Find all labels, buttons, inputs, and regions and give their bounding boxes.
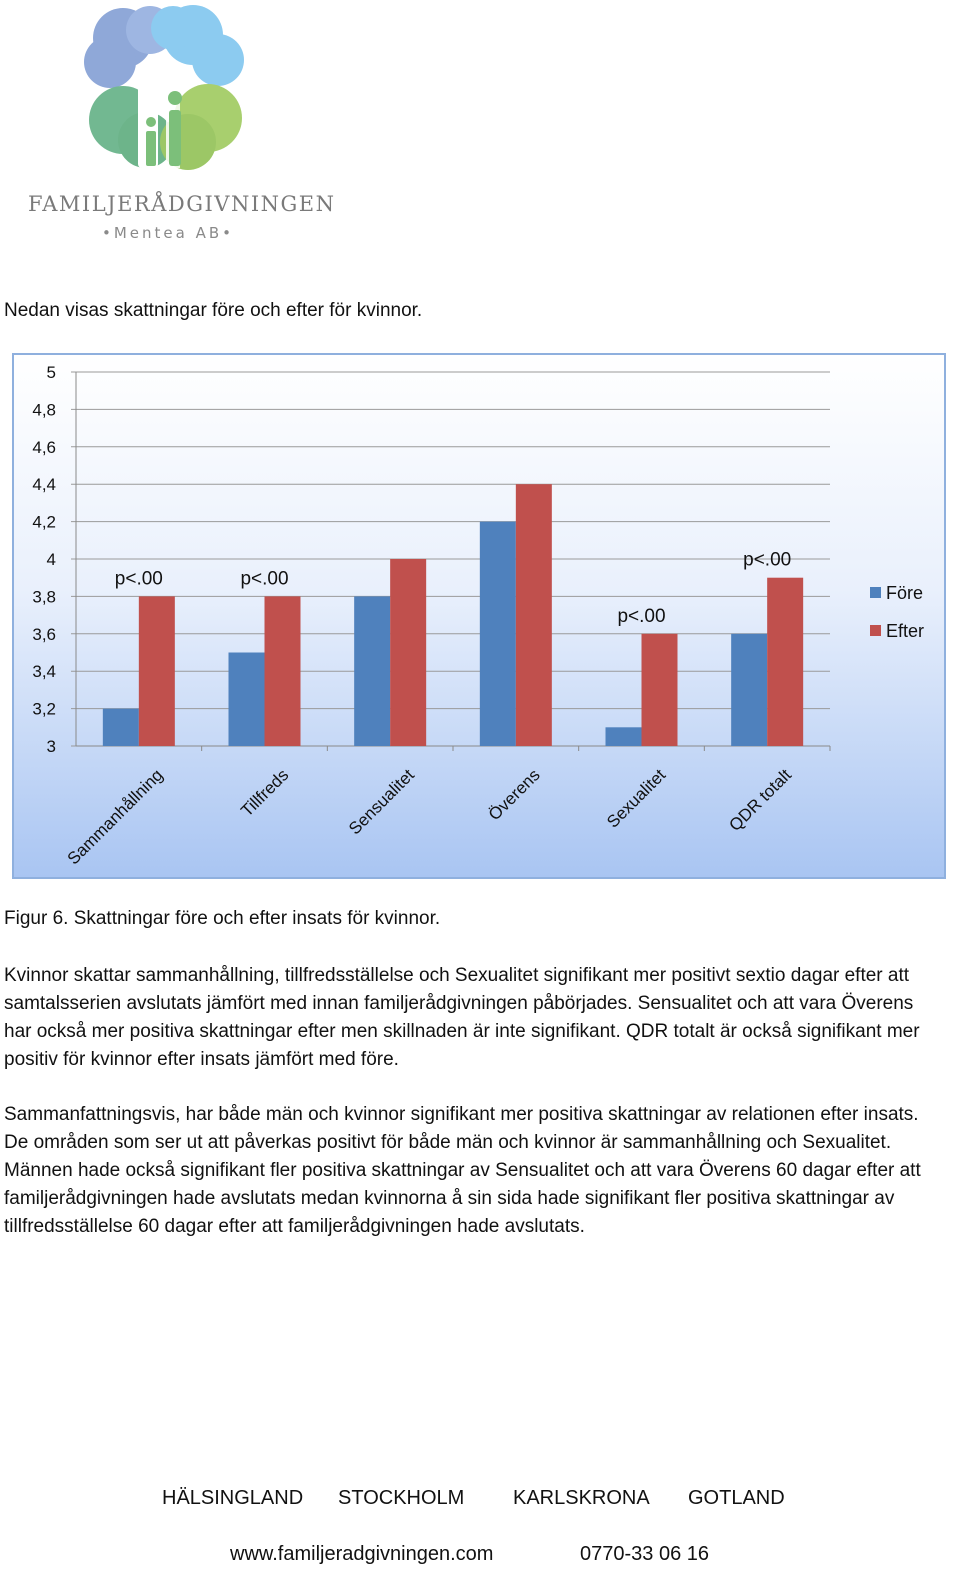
legend-label: Före (886, 583, 923, 603)
x-tick-label: Sensualitet (345, 765, 418, 838)
bar-efter (641, 633, 678, 746)
intro-text: Nedan visas skattningar före och efter f… (4, 300, 423, 321)
bar-efter (138, 596, 175, 746)
footer-region: GOTLAND (688, 1487, 785, 1509)
footer-phone: 0770-33 06 16 (580, 1543, 710, 1565)
y-tick-label: 3 (47, 737, 56, 756)
bar-efter (515, 484, 552, 746)
company-logo: FAMILJERÅDGIVNINGEN •Mentea AB• (28, 0, 336, 250)
y-tick-label: 3,4 (32, 662, 56, 681)
chart-svg: 3 3,2 3,4 3,6 3,8 4 4,2 4,4 4,6 4,8 5 Sammanhållnin… (32, 363, 924, 868)
y-tick-label: 4,8 (32, 400, 56, 419)
bar-före (354, 596, 391, 746)
significance-label: p<.00 (743, 550, 791, 571)
y-tick-label: 4 (47, 550, 56, 569)
significance-label: p<.00 (115, 568, 163, 589)
footer-region: KARLSKRONA (513, 1487, 650, 1509)
bar-efter (390, 559, 427, 746)
y-tick-label: 3,2 (32, 700, 56, 719)
figure-caption: Figur 6. Skattningar före och efter insa… (4, 908, 441, 929)
x-tick-label: QDR totalt (725, 765, 795, 835)
y-tick-label: 5 (47, 363, 56, 382)
legend-swatch (870, 587, 881, 598)
footer-website: www.familjeradgivningen.com (230, 1543, 494, 1565)
y-tick-label: 4,4 (32, 475, 56, 494)
paragraph-2: Sammanfattningsvis, har både män och kvi… (4, 1104, 921, 1237)
y-tick-label: 4,6 (32, 438, 56, 457)
bar-efter (264, 596, 301, 746)
bar-före (479, 521, 516, 746)
significance-label: p<.00 (617, 606, 665, 627)
legend-label: Efter (886, 621, 924, 641)
x-tick-label: Överens (485, 765, 544, 824)
footer-region: STOCKHOLM (338, 1487, 465, 1509)
bar-före (605, 727, 642, 746)
legend-swatch (870, 625, 881, 636)
significance-label: p<.00 (240, 568, 288, 589)
y-tick-label: 4,2 (32, 513, 56, 532)
bar-före (102, 708, 139, 746)
clover-family-icon (84, 5, 244, 170)
y-tick-label: 3,8 (32, 587, 56, 606)
x-tick-label: Sammanhållning (64, 765, 167, 868)
logo-name: FAMILJERÅDGIVNINGEN (28, 192, 336, 216)
bar-efter (767, 577, 804, 746)
y-tick-label: 3,6 (32, 625, 56, 644)
x-tick-label: Tillfreds (237, 765, 292, 820)
logo-subtitle: •Mentea AB• (102, 224, 234, 242)
footer-region: HÄLSINGLAND (162, 1487, 304, 1509)
bar-före (228, 652, 265, 746)
bar-chart: 3 3,2 3,4 3,6 3,8 4 4,2 4,4 4,6 4,8 5 Sammanhållnin… (12, 353, 946, 879)
x-tick-label: Sexualitet (603, 765, 669, 831)
bar-före (731, 633, 768, 746)
paragraph-1: Kvinnor skattar sammanhållning, tillfred… (4, 965, 920, 1070)
